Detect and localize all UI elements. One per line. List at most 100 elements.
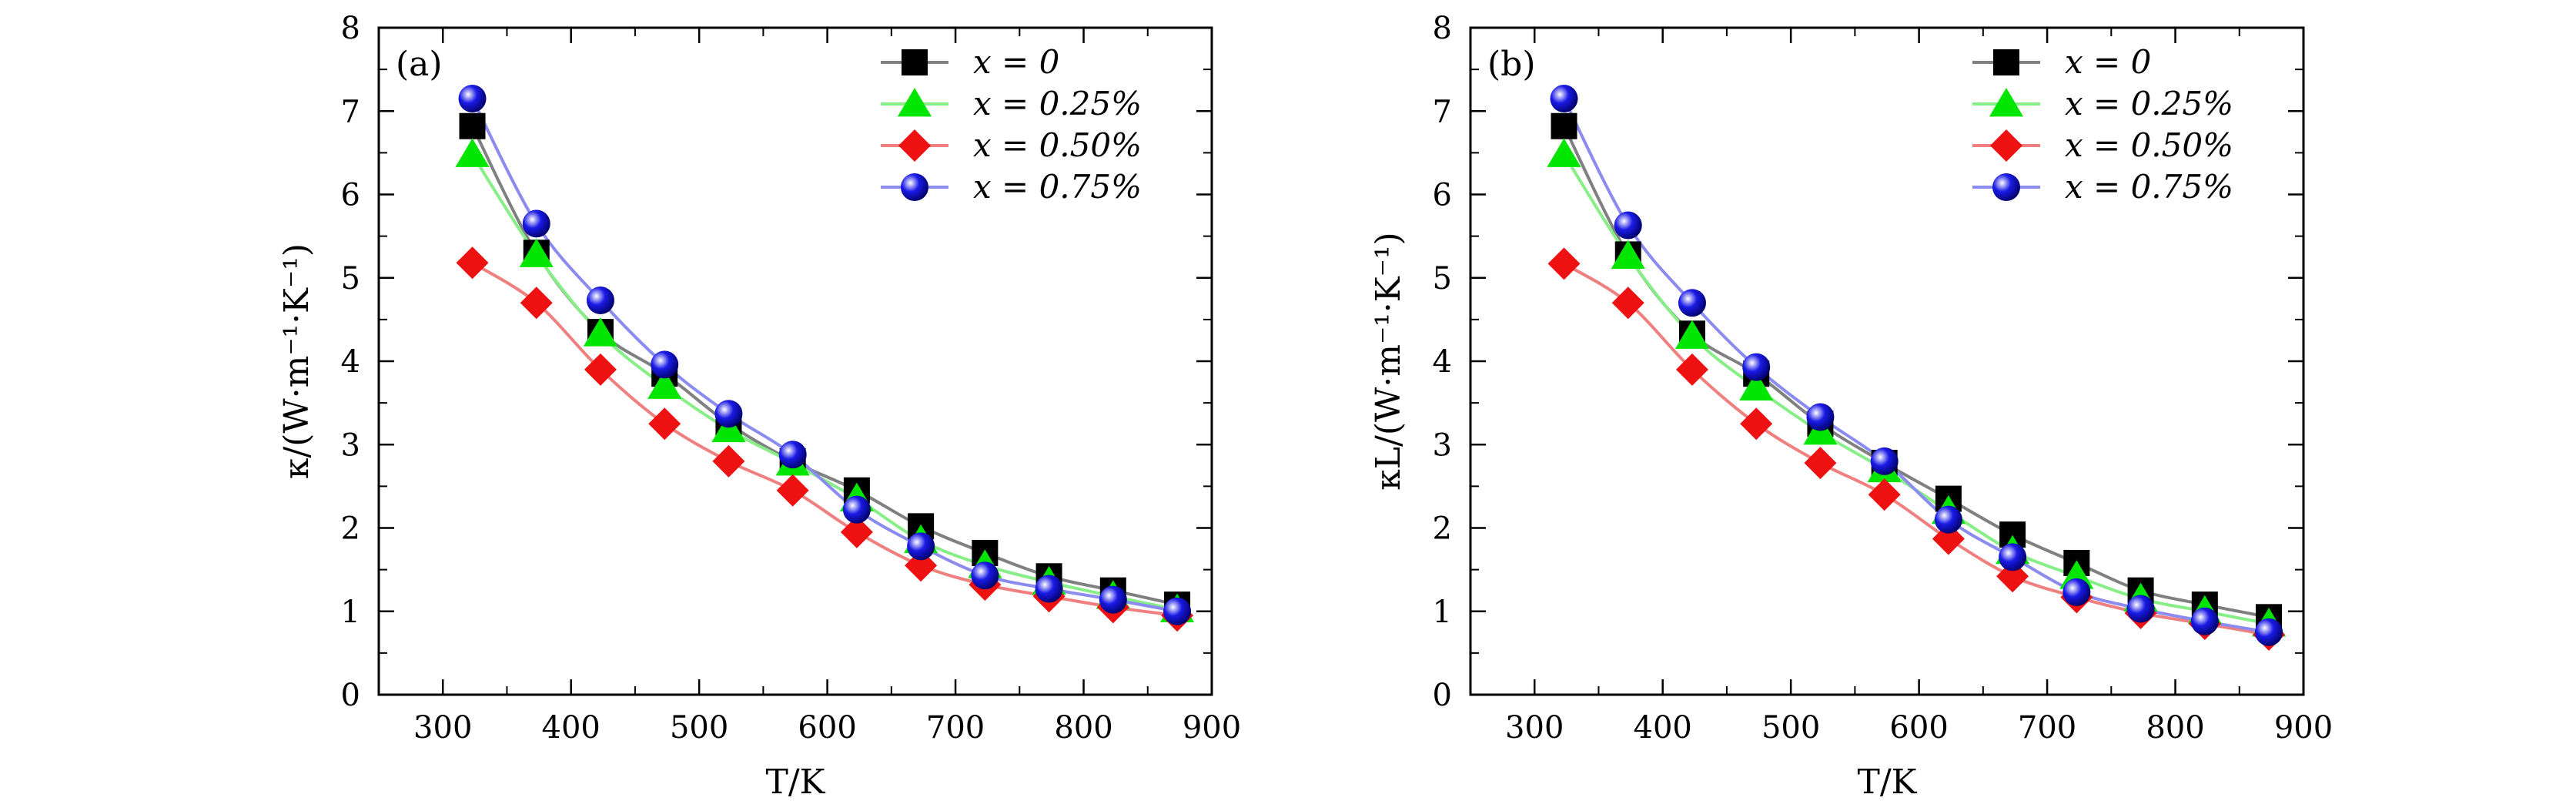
data-point-s2 bbox=[1611, 287, 1644, 320]
data-point-s3 bbox=[907, 532, 935, 561]
data-point-s2 bbox=[1547, 247, 1581, 280]
legend-label-3: x = 0.75% bbox=[973, 168, 1142, 206]
data-point-s1 bbox=[1739, 371, 1774, 401]
y-tick-label: 0 bbox=[1433, 678, 1452, 713]
x-tick-label: 800 bbox=[1054, 710, 1112, 746]
x-tick-label: 700 bbox=[2018, 710, 2076, 746]
data-point-s3 bbox=[2190, 607, 2219, 635]
data-point-s3 bbox=[522, 209, 550, 238]
legend-label-3: x = 0.75% bbox=[2065, 168, 2233, 206]
data-point-s2 bbox=[648, 407, 681, 441]
data-point-s3 bbox=[458, 85, 487, 113]
data-point-s3 bbox=[2062, 578, 2091, 606]
y-tick-label: 4 bbox=[341, 344, 360, 380]
data-point-s1 bbox=[455, 138, 490, 167]
data-point-s2 bbox=[840, 515, 873, 548]
legend-marker-3 bbox=[901, 173, 928, 201]
data-point-s2 bbox=[520, 287, 553, 320]
legend-label-0: x = 0 bbox=[973, 43, 1059, 81]
data-point-s3 bbox=[2255, 618, 2283, 646]
y-tick-label: 6 bbox=[341, 178, 360, 213]
y-tick-label: 7 bbox=[1433, 94, 1452, 129]
legend-marker-3 bbox=[1992, 173, 2020, 201]
data-point-s1 bbox=[1674, 320, 1710, 349]
panel-label: (b) bbox=[1487, 45, 1536, 84]
y-tick-label: 6 bbox=[1433, 178, 1452, 213]
data-point-s3 bbox=[971, 561, 999, 590]
data-point-s3 bbox=[714, 400, 743, 428]
x-axis-title: T/K bbox=[765, 762, 825, 802]
legend-label-2: x = 0.50% bbox=[973, 126, 1142, 164]
data-point-s3 bbox=[1999, 543, 2027, 571]
x-tick-label: 800 bbox=[2146, 710, 2204, 746]
x-tick-label: 300 bbox=[1505, 710, 1564, 746]
x-tick-label: 500 bbox=[1761, 710, 1820, 746]
series-line-2 bbox=[1563, 262, 2270, 637]
data-point-s1 bbox=[647, 370, 682, 399]
data-point-s3 bbox=[2126, 595, 2155, 623]
data-point-s3 bbox=[651, 350, 679, 379]
data-point-s1 bbox=[583, 317, 618, 347]
chart-panel-b: 300 400 500 600 700 800 900 0 1 2 3 4 5 6 7 8 T/K κL/(W·m… bbox=[1369, 11, 2333, 802]
data-point-s3 bbox=[1806, 403, 1835, 431]
data-point-s1 bbox=[519, 238, 554, 267]
data-point-s3 bbox=[1035, 575, 1063, 603]
y-tick-label: 3 bbox=[341, 427, 360, 463]
panel-label: (a) bbox=[396, 45, 443, 84]
y-tick-label: 3 bbox=[1433, 427, 1452, 463]
data-point-s2 bbox=[1868, 478, 1901, 511]
legend-label-0: x = 0 bbox=[2065, 43, 2151, 81]
data-point-s3 bbox=[1870, 447, 1899, 475]
y-tick-label: 8 bbox=[1433, 11, 1452, 46]
legend-marker-2 bbox=[898, 129, 931, 162]
data-point-s2 bbox=[584, 353, 617, 386]
data-point-s2 bbox=[712, 444, 745, 478]
data-point-s1 bbox=[1547, 138, 1581, 167]
data-point-s2 bbox=[1740, 407, 1773, 441]
data-point-s2 bbox=[776, 474, 809, 507]
y-tick-label: 8 bbox=[341, 11, 360, 46]
series-line-2 bbox=[471, 261, 1178, 618]
x-tick-label: 300 bbox=[413, 710, 472, 746]
x-tick-label: 400 bbox=[542, 710, 601, 746]
data-point-s1 bbox=[711, 413, 746, 443]
series-line-1 bbox=[1562, 153, 2270, 625]
series-line-1 bbox=[470, 153, 1178, 612]
y-axis-title: κ/(W·m⁻¹·K⁻¹) bbox=[277, 243, 316, 479]
legend-marker-0 bbox=[1993, 49, 2019, 75]
data-point-s3 bbox=[1678, 289, 1706, 317]
data-point-s1 bbox=[1611, 240, 1645, 269]
legend-marker-1 bbox=[1989, 88, 2024, 117]
y-tick-label: 1 bbox=[1433, 595, 1452, 630]
legend-label-2: x = 0.50% bbox=[2065, 126, 2233, 164]
y-tick-label: 0 bbox=[341, 678, 360, 713]
x-tick-label: 600 bbox=[798, 710, 856, 746]
data-point-s3 bbox=[1550, 85, 1578, 113]
legend-label-1: x = 0.25% bbox=[2065, 85, 2233, 122]
y-tick-label: 5 bbox=[1433, 261, 1452, 297]
data-point-s3 bbox=[1934, 505, 1962, 534]
x-tick-label: 700 bbox=[926, 710, 985, 746]
data-point-s3 bbox=[1099, 585, 1127, 614]
legend-label-1: x = 0.25% bbox=[973, 85, 1142, 122]
x-tick-label: 900 bbox=[1183, 710, 1241, 746]
y-tick-label: 1 bbox=[341, 595, 360, 630]
y-tick-label: 7 bbox=[341, 94, 360, 129]
x-tick-label: 500 bbox=[670, 710, 728, 746]
data-point-s3 bbox=[778, 441, 807, 469]
chart-panel-a: 300 400 500 600 700 800 900 0 1 2 3 4 5 6 7 8 T/K κ/(W·m⁻… bbox=[277, 11, 1241, 802]
legend-marker-0 bbox=[902, 49, 928, 75]
x-axis-title: T/K bbox=[1857, 762, 1917, 802]
legend-marker-2 bbox=[1990, 129, 2022, 162]
data-point-s2 bbox=[1675, 353, 1708, 386]
data-point-s2 bbox=[1804, 447, 1837, 480]
y-tick-label: 2 bbox=[1433, 511, 1452, 547]
x-tick-label: 900 bbox=[2274, 710, 2333, 746]
data-point-s3 bbox=[842, 495, 871, 524]
legend-marker-1 bbox=[897, 88, 932, 117]
data-point-s3 bbox=[1742, 353, 1771, 381]
y-axis-title: κL/(W·m⁻¹·K⁻¹) bbox=[1369, 232, 1408, 490]
data-point-s0 bbox=[459, 112, 486, 139]
x-tick-label: 600 bbox=[1889, 710, 1948, 746]
x-tick-label: 400 bbox=[1634, 710, 1692, 746]
